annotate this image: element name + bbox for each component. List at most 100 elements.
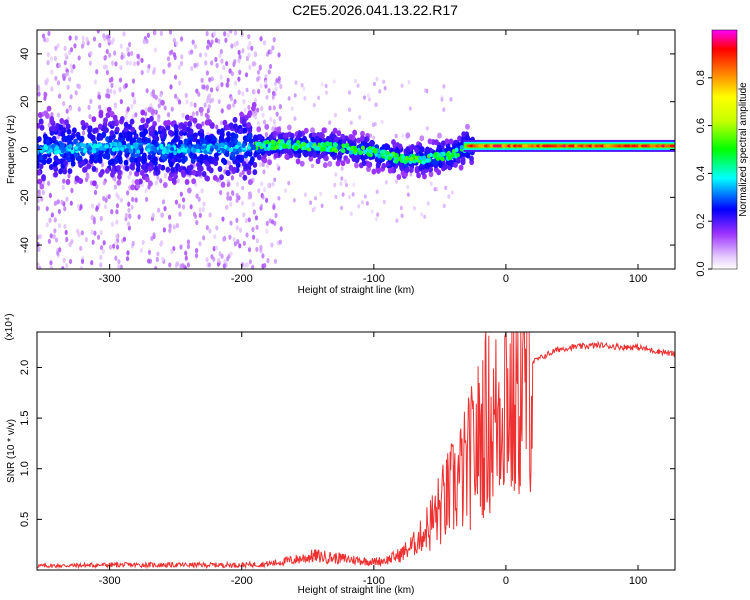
spectral-cell bbox=[277, 76, 281, 82]
spectral-cell bbox=[465, 152, 471, 159]
spectral-cell bbox=[333, 142, 338, 148]
spectral-cell bbox=[239, 111, 244, 118]
spectral-cell bbox=[92, 219, 96, 225]
spectral-cell bbox=[428, 171, 434, 178]
spectral-cell bbox=[294, 80, 298, 85]
spectral-cell bbox=[80, 119, 86, 126]
spectral-cell bbox=[253, 134, 258, 141]
spectral-cell bbox=[197, 145, 202, 150]
spectral-cell bbox=[104, 54, 108, 61]
spectral-cell bbox=[115, 233, 119, 239]
spectral-cell bbox=[293, 93, 297, 98]
spectral-cell bbox=[184, 179, 190, 186]
spectral-cell bbox=[37, 262, 40, 268]
spectral-cell bbox=[102, 64, 106, 70]
spectral-cell bbox=[416, 172, 421, 179]
spectral-cell bbox=[250, 156, 255, 163]
spectral-cell bbox=[62, 135, 68, 142]
spectral-cell bbox=[352, 129, 358, 136]
spectral-cell bbox=[124, 82, 128, 89]
spectral-cell bbox=[137, 214, 141, 220]
spectral-cell bbox=[80, 258, 85, 264]
spectral-cell bbox=[102, 240, 106, 246]
spectral-cell bbox=[113, 141, 118, 147]
spectral-cell bbox=[257, 141, 262, 146]
spectral-cell bbox=[184, 255, 188, 261]
spectral-cell bbox=[186, 244, 191, 250]
spectral-cell bbox=[172, 37, 176, 44]
spectral-cell bbox=[261, 195, 265, 200]
spectral-cell bbox=[87, 125, 93, 132]
spectral-cell bbox=[279, 226, 283, 232]
spectral-cell bbox=[198, 52, 203, 58]
spectral-cell bbox=[314, 135, 320, 142]
spectral-cell bbox=[195, 88, 199, 94]
spectral-cell bbox=[357, 204, 361, 209]
spectral-cell bbox=[160, 240, 164, 246]
spectral-cell bbox=[407, 79, 411, 85]
spectral-cell bbox=[219, 189, 223, 196]
spectral-cell bbox=[344, 182, 348, 188]
spectral-cell bbox=[332, 127, 338, 134]
spectral-cell bbox=[202, 201, 206, 207]
spectral-cell bbox=[74, 175, 80, 182]
spectral-cell bbox=[53, 228, 57, 234]
spectral-cell bbox=[147, 106, 153, 113]
spectral-cell bbox=[102, 33, 106, 39]
spectral-cell bbox=[82, 166, 87, 173]
spectral-cell bbox=[232, 61, 236, 68]
spectral-cell bbox=[61, 266, 65, 269]
spectral-cell bbox=[98, 112, 104, 119]
spectral-cell bbox=[220, 108, 224, 114]
spectral-cell bbox=[96, 234, 101, 240]
spectral-cell bbox=[243, 107, 247, 113]
spectral-cell bbox=[176, 178, 180, 184]
spectral-cell bbox=[433, 186, 437, 192]
spectral-cell bbox=[428, 166, 434, 173]
spectral-cell bbox=[60, 131, 66, 138]
spectral-cell bbox=[144, 188, 148, 194]
spectral-cell bbox=[63, 206, 67, 212]
spectral-cell bbox=[191, 39, 195, 45]
spectral-cell bbox=[113, 184, 118, 190]
spectral-cell bbox=[68, 258, 73, 265]
spectral-cell bbox=[189, 204, 193, 210]
spectral-cell bbox=[205, 70, 209, 76]
spectral-cell bbox=[44, 112, 50, 119]
spectral-cell bbox=[303, 151, 309, 158]
spectral-cell bbox=[154, 266, 158, 269]
spectral-cell bbox=[48, 217, 52, 223]
spectral-cell bbox=[50, 125, 56, 132]
spectral-cell bbox=[162, 227, 166, 233]
spectral-cell bbox=[67, 173, 71, 179]
spectral-cell bbox=[374, 217, 378, 222]
spectral-cell bbox=[135, 161, 141, 168]
spectral-cell bbox=[106, 88, 110, 94]
spectral-cell bbox=[400, 170, 406, 177]
spectral-cell bbox=[268, 105, 272, 111]
spectral-cell bbox=[333, 148, 338, 153]
spectral-cell bbox=[220, 142, 225, 148]
spectral-cell bbox=[63, 45, 67, 51]
spectral-cell bbox=[199, 153, 204, 160]
spectral-cell bbox=[266, 257, 270, 264]
spectral-cell bbox=[46, 105, 52, 112]
spectral-cell bbox=[174, 93, 178, 99]
spectral-cell bbox=[370, 209, 374, 214]
spectral-cell bbox=[238, 243, 242, 249]
spectral-cell bbox=[184, 250, 188, 256]
spectral-cell bbox=[219, 174, 224, 181]
spectral-cell bbox=[408, 167, 414, 174]
spectral-cell bbox=[46, 51, 50, 58]
spectral-cell bbox=[179, 60, 184, 67]
spectral-cell bbox=[465, 123, 470, 130]
spectral-cell bbox=[147, 154, 153, 161]
spectral-cell bbox=[349, 211, 353, 217]
spectrogram-heatmap bbox=[37, 30, 675, 269]
spectral-cell bbox=[181, 197, 186, 203]
spectral-cell bbox=[103, 204, 108, 210]
spectral-cell bbox=[57, 223, 62, 229]
spectral-cell bbox=[426, 201, 430, 206]
spectral-cell bbox=[173, 130, 179, 137]
spectral-cell bbox=[154, 94, 158, 101]
